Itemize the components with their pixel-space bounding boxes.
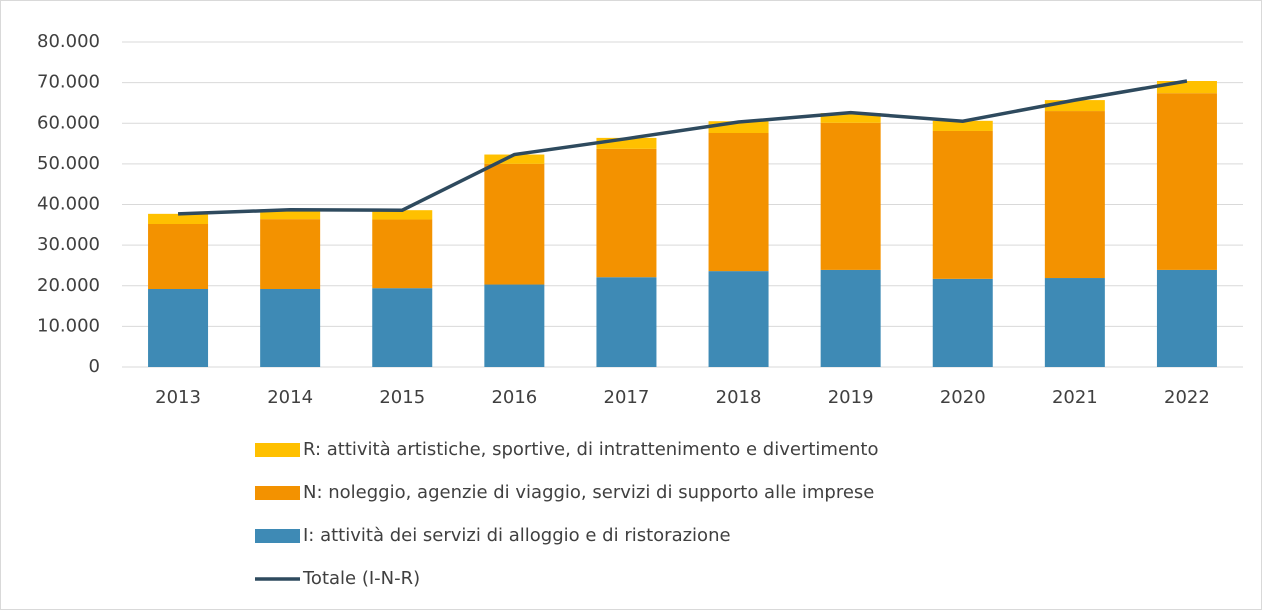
- bar-segment: [1044, 100, 1105, 112]
- legend-label: R: attività artistiche, sportive, di int…: [303, 439, 879, 460]
- legend-label: N: noleggio, agenzie di viaggio, servizi…: [303, 482, 874, 503]
- bar-segment: [820, 269, 881, 367]
- y-tick-label: 0: [89, 356, 100, 377]
- legend-swatch: [255, 529, 300, 543]
- bar-segment: [596, 137, 657, 149]
- bar-segment: [932, 130, 993, 279]
- bar-segment: [484, 163, 545, 285]
- legend-swatch: [255, 443, 300, 457]
- x-tick-label: 2013: [155, 387, 201, 408]
- y-tick-label: 50.000: [37, 153, 100, 174]
- bar-segment: [372, 210, 433, 220]
- x-tick-label: 2022: [1164, 387, 1210, 408]
- bar-segment: [1044, 278, 1105, 367]
- bar-segment: [372, 219, 433, 289]
- x-tick-label: 2017: [604, 387, 650, 408]
- x-tick-label: 2015: [379, 387, 425, 408]
- y-tick-label: 70.000: [37, 72, 100, 93]
- y-tick-label: 10.000: [37, 315, 100, 336]
- bar-segment: [260, 209, 321, 220]
- x-tick-label: 2020: [940, 387, 986, 408]
- bar-segment: [148, 224, 209, 289]
- bar-segment: [1156, 93, 1217, 270]
- bar-segment: [148, 213, 209, 224]
- bar-segment: [932, 120, 993, 131]
- bar-segment: [1044, 111, 1105, 279]
- y-tick-label: 60.000: [37, 112, 100, 133]
- x-tick-label: 2018: [716, 387, 762, 408]
- bar-segment: [484, 284, 545, 367]
- y-tick-label: 80.000: [37, 31, 100, 52]
- y-tick-label: 20.000: [37, 275, 100, 296]
- total-line: [177, 79, 1188, 216]
- bar-segment: [372, 288, 433, 367]
- bar-segment: [708, 133, 769, 272]
- bar-segment: [932, 278, 993, 367]
- bar-segment: [820, 122, 881, 270]
- x-tick-label: 2014: [267, 387, 313, 408]
- legend-label: I: attività dei servizi di alloggio e di…: [303, 525, 731, 546]
- bar-segment: [708, 121, 769, 133]
- y-tick-label: 40.000: [37, 194, 100, 215]
- legend-swatch: [255, 486, 300, 500]
- bar-segment: [260, 289, 321, 367]
- bar-segment: [596, 148, 657, 278]
- bar-segment: [596, 277, 657, 367]
- bar-segment: [148, 289, 209, 367]
- x-tick-label: 2021: [1052, 387, 1098, 408]
- x-tick-label: 2016: [491, 387, 537, 408]
- legend-label: Totale (I-N-R): [302, 568, 420, 589]
- y-tick-label: 30.000: [37, 234, 100, 255]
- bar-segment: [708, 271, 769, 367]
- bar-segment: [820, 113, 881, 123]
- bar-segment: [484, 154, 545, 164]
- bar-segment: [1156, 269, 1217, 367]
- x-tick-label: 2019: [828, 387, 874, 408]
- bar-segment: [260, 219, 321, 289]
